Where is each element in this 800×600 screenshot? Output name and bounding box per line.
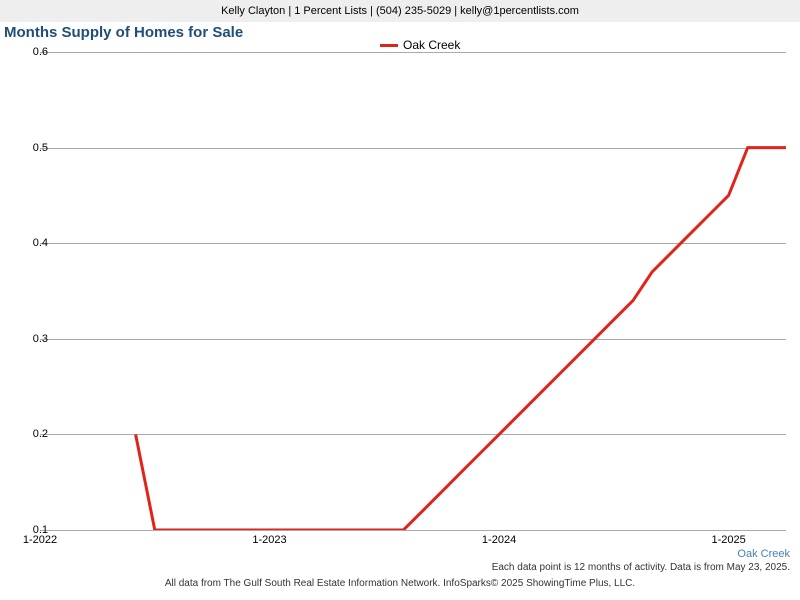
grid-line — [40, 530, 786, 531]
plot-area — [40, 52, 786, 530]
x-tick-label: 1-2025 — [711, 534, 745, 546]
legend-label-oak-creek: Oak Creek — [403, 38, 460, 52]
x-tick-label: 1-2022 — [23, 534, 57, 546]
y-tick-label: 0.6 — [33, 46, 48, 58]
x-tick-label: 1-2023 — [252, 534, 286, 546]
footer-note-2: All data from The Gulf South Real Estate… — [0, 578, 800, 589]
footer-note-1: Each data point is 12 months of activity… — [492, 562, 790, 573]
series-line-oak-creek — [40, 52, 786, 530]
y-tick-label: 0.2 — [33, 428, 48, 440]
series-polyline — [136, 148, 786, 530]
header-text: Kelly Clayton | 1 Percent Lists | (504) … — [221, 5, 579, 17]
y-tick-label: 0.4 — [33, 237, 48, 249]
region-label: Oak Creek — [737, 548, 790, 560]
y-tick-label: 0.3 — [33, 333, 48, 345]
chart-title: Months Supply of Homes for Sale — [4, 24, 243, 41]
y-tick-label: 0.5 — [33, 142, 48, 154]
legend-swatch-oak-creek — [380, 44, 398, 47]
x-tick-label: 1-2024 — [482, 534, 516, 546]
header-bar: Kelly Clayton | 1 Percent Lists | (504) … — [0, 0, 800, 22]
legend: Oak Creek — [380, 38, 460, 52]
